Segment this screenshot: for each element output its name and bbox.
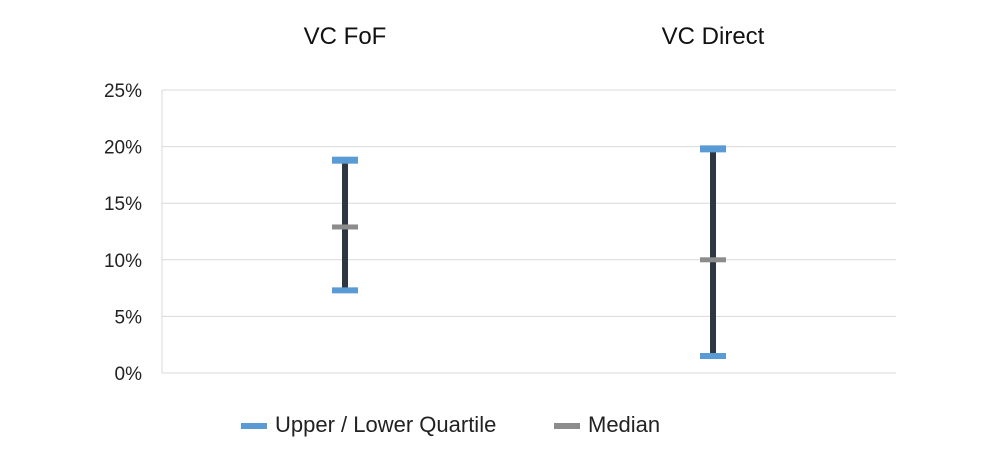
y-tick-label: 5%	[115, 307, 143, 328]
lower-quartile-cap	[700, 353, 726, 360]
y-tick-label: 25%	[104, 81, 142, 102]
range-marks	[332, 145, 726, 360]
median-marker	[700, 257, 726, 263]
y-tick-label: 20%	[104, 138, 142, 159]
legend: Upper / Lower Quartile Median	[241, 412, 660, 437]
y-tick-label: 0%	[115, 364, 143, 385]
lower-quartile-cap	[332, 287, 358, 294]
legend-label-median: Median	[588, 412, 660, 437]
y-axis: 0% 5% 10% 15% 20% 25%	[104, 81, 142, 385]
upper-quartile-cap	[332, 156, 358, 164]
legend-swatch-quartile	[241, 423, 267, 429]
median-marker	[332, 224, 358, 230]
y-tick-label: 10%	[104, 251, 142, 272]
category-label: VC FoF	[304, 23, 387, 50]
category-labels: VC FoF VC Direct	[304, 23, 765, 50]
legend-swatch-median	[554, 423, 580, 429]
legend-label-quartile: Upper / Lower Quartile	[275, 412, 496, 437]
upper-quartile-cap	[700, 145, 726, 153]
gridlines	[161, 89, 896, 374]
y-tick-label: 15%	[104, 194, 142, 215]
category-label: VC Direct	[662, 23, 765, 50]
